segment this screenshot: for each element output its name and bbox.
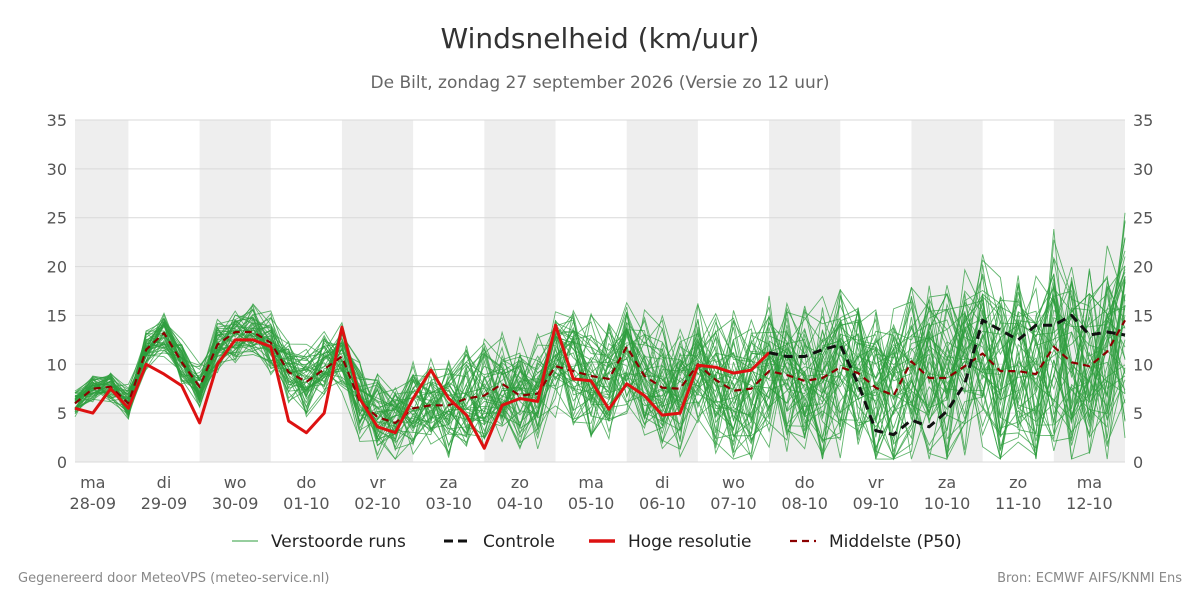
footer-generated-by: Gegenereerd door MeteoVPS (meteo-service… xyxy=(18,571,330,586)
y-tick-left-30: 30 xyxy=(47,160,67,179)
ensemble-member-42 xyxy=(74,269,1126,456)
x-tick-date-10: 08-10 xyxy=(781,494,828,513)
x-tick-date-13: 11-10 xyxy=(995,494,1042,513)
ensemble-member-11 xyxy=(74,309,1126,461)
chart-subtitle: De Bilt, zondag 27 september 2026 (Versi… xyxy=(370,73,830,93)
ensemble-member-37 xyxy=(74,238,1126,460)
legend-label-hires: Hoge resolutie xyxy=(628,532,752,552)
legend-label-ensemble: Verstoorde runs xyxy=(271,532,406,552)
x-tick-date-6: 04-10 xyxy=(497,494,544,513)
ensemble-member-5 xyxy=(74,286,1126,459)
x-tick-date-11: 09-10 xyxy=(853,494,900,513)
ensemble-member-30 xyxy=(74,309,1126,456)
x-tick-day-0: ma xyxy=(80,473,105,492)
y-tick-right-0: 0 xyxy=(1133,453,1143,472)
day-band-30-09 xyxy=(199,120,271,462)
legend: Verstoorde runs Controle Hoge resolutie Mid… xyxy=(232,532,962,552)
ensemble-member-18 xyxy=(74,276,1126,455)
y-tick-right-35: 35 xyxy=(1133,111,1153,130)
ensemble-member-21 xyxy=(74,276,1126,452)
y-tick-left-10: 10 xyxy=(47,355,67,374)
x-tick-date-4: 02-10 xyxy=(354,494,401,513)
y-tick-left-20: 20 xyxy=(47,258,67,277)
x-tick-date-12: 10-10 xyxy=(924,494,971,513)
series-control xyxy=(768,313,1126,437)
x-tick-day-8: di xyxy=(655,473,670,492)
y-tick-right-30: 30 xyxy=(1133,160,1153,179)
x-tick-date-2: 30-09 xyxy=(212,494,259,513)
x-tick-date-9: 07-10 xyxy=(710,494,757,513)
x-tick-day-13: zo xyxy=(1009,473,1027,492)
y-tick-left-15: 15 xyxy=(47,306,67,325)
x-tick-day-10: do xyxy=(795,473,815,492)
x-tick-date-8: 06-10 xyxy=(639,494,686,513)
x-tick-day-1: di xyxy=(157,473,172,492)
ensemble-member-29 xyxy=(74,300,1126,450)
series-hires xyxy=(74,323,771,450)
x-tick-day-4: vr xyxy=(370,473,386,492)
y-tick-right-15: 15 xyxy=(1133,306,1153,325)
x-tick-date-14: 12-10 xyxy=(1066,494,1113,513)
legend-label-median: Middelste (P50) xyxy=(829,532,962,552)
x-tick-date-7: 05-10 xyxy=(568,494,615,513)
x-tick-day-9: wo xyxy=(722,473,745,492)
x-tick-day-2: wo xyxy=(224,473,247,492)
x-tick-date-0: 28-09 xyxy=(70,494,117,513)
series-median xyxy=(74,319,1126,424)
y-tick-left-25: 25 xyxy=(47,209,67,228)
main-series xyxy=(74,313,1126,450)
x-tick-day-11: vr xyxy=(868,473,884,492)
legend-label-control: Controle xyxy=(483,532,555,552)
ensemble-member-47 xyxy=(74,280,1126,452)
y-tick-left-0: 0 xyxy=(57,453,67,472)
x-tick-day-12: za xyxy=(938,473,956,492)
x-tick-day-14: ma xyxy=(1077,473,1102,492)
chart-title: Windsnelheid (km/uur) xyxy=(440,22,760,55)
y-tick-left-5: 5 xyxy=(57,404,67,423)
x-tick-day-6: zo xyxy=(511,473,529,492)
x-tick-date-5: 03-10 xyxy=(425,494,472,513)
axes: 0 0 5 5 10 10 15 15 20 20 25 25 30 30 35 35 ma 28-09 di 29-… xyxy=(47,111,1154,513)
x-tick-date-3: 01-10 xyxy=(283,494,330,513)
x-tick-day-3: do xyxy=(296,473,316,492)
day-band-10-10 xyxy=(911,120,983,462)
x-tick-day-5: za xyxy=(440,473,458,492)
ensemble-member-48 xyxy=(74,282,1126,460)
footer-source: Bron: ECMWF AIFS/KNMI Ens xyxy=(997,571,1182,586)
y-tick-right-10: 10 xyxy=(1133,355,1153,374)
y-tick-right-25: 25 xyxy=(1133,209,1153,228)
ensemble-member-49 xyxy=(74,275,1126,450)
x-tick-date-1: 29-09 xyxy=(141,494,188,513)
y-tick-right-20: 20 xyxy=(1133,258,1153,277)
y-tick-left-35: 35 xyxy=(47,111,67,130)
weekend-day-bands xyxy=(75,120,1125,462)
ensemble-member-2 xyxy=(74,256,1126,461)
x-tick-day-7: ma xyxy=(578,473,603,492)
y-tick-right-5: 5 xyxy=(1133,404,1143,423)
